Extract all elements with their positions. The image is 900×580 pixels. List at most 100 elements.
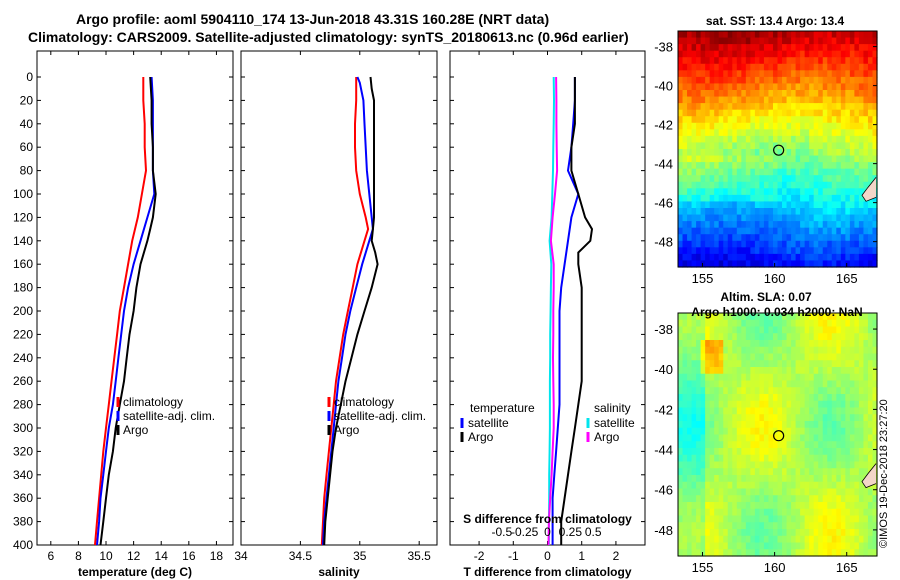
map-cell — [772, 214, 779, 222]
map-cell — [858, 201, 865, 209]
map-cell — [700, 122, 706, 130]
map-cell — [804, 90, 810, 98]
map-cell — [813, 434, 819, 442]
map-cell — [727, 214, 733, 222]
map-cell — [732, 129, 738, 137]
map-cell — [705, 44, 711, 52]
map-cell — [840, 168, 846, 176]
map-cell — [714, 529, 720, 537]
map-cell — [872, 522, 878, 530]
map-cell — [768, 57, 774, 65]
map-cell — [772, 194, 779, 203]
map-cell — [691, 175, 697, 183]
map-cell — [813, 313, 819, 321]
map-cell — [700, 434, 706, 442]
map-cell — [795, 253, 801, 262]
map-cell — [858, 116, 865, 124]
map-cell — [691, 522, 697, 530]
map-cell — [678, 394, 684, 402]
map-cell — [678, 535, 684, 544]
map-cell — [863, 168, 869, 176]
map-cell — [759, 142, 765, 150]
map-cell — [804, 260, 810, 268]
map-cell — [827, 63, 833, 71]
map-cell — [827, 155, 833, 163]
map-cell — [723, 260, 729, 268]
argo-location-marker — [773, 144, 785, 156]
map-cell — [827, 57, 833, 65]
map-cell — [709, 421, 715, 429]
map-cell — [795, 234, 801, 242]
map-x-tick-label: 165 — [836, 271, 858, 286]
legend-entry: Argo — [468, 430, 494, 444]
map-cell — [836, 333, 842, 341]
map-cell — [782, 188, 788, 196]
map-cell — [800, 454, 806, 463]
map-cell — [678, 31, 684, 39]
map-cell — [741, 90, 747, 98]
map-cell — [772, 181, 779, 189]
map-cell — [768, 488, 774, 496]
map-cell — [700, 508, 706, 517]
map-cell — [813, 129, 819, 137]
map-cell — [827, 76, 833, 85]
map-cell — [772, 434, 779, 442]
map-cell — [777, 96, 783, 104]
map-cell — [750, 535, 756, 544]
map-cell — [813, 387, 819, 395]
map-cell — [691, 549, 697, 557]
x-tick-label: 1 — [578, 549, 585, 563]
map-cell — [777, 421, 783, 429]
map-cell — [705, 313, 711, 321]
map-cell — [782, 387, 788, 395]
map-cell — [687, 394, 693, 402]
map-cell — [858, 103, 865, 111]
map-cell — [791, 387, 797, 395]
map-cell — [705, 37, 711, 45]
map-cell — [723, 394, 729, 402]
map-cell — [691, 508, 697, 517]
map-cell — [836, 214, 842, 222]
map-cell — [741, 129, 747, 137]
map-cell — [782, 481, 788, 490]
map-cell — [786, 57, 792, 65]
map-cell — [836, 529, 842, 537]
map-cell — [813, 367, 819, 375]
map-cell — [831, 448, 837, 456]
map-cell — [754, 155, 761, 163]
map-cell — [772, 44, 779, 52]
map-cell — [705, 427, 711, 436]
map-cell — [858, 549, 865, 557]
map-cell — [714, 253, 720, 262]
map-cell — [678, 475, 684, 483]
map-cell — [736, 319, 742, 328]
map-cell — [768, 90, 774, 98]
x-tick-label: 34 — [234, 549, 248, 563]
map-cell — [763, 142, 770, 150]
map-cell — [831, 116, 837, 124]
map-cell — [741, 253, 747, 262]
map-cell — [678, 542, 684, 550]
map-cell — [822, 400, 828, 409]
map-cell — [754, 44, 761, 52]
map-cell — [709, 63, 715, 71]
map-cell — [777, 188, 783, 196]
map-cell — [831, 214, 837, 222]
map-cell — [750, 234, 756, 242]
map-cell — [732, 468, 738, 476]
map-cell — [804, 103, 810, 111]
map-cell — [831, 194, 837, 203]
map-cell — [827, 515, 833, 523]
map-cell — [840, 373, 846, 382]
map-cell — [822, 394, 828, 402]
map-cell — [777, 353, 783, 361]
map-cell — [795, 387, 801, 395]
map-cell — [741, 421, 747, 429]
map-cell — [867, 495, 874, 503]
map-cell — [858, 387, 865, 395]
map-cell — [840, 208, 846, 216]
map-cell — [840, 346, 846, 355]
map-cell — [795, 441, 801, 449]
map-cell — [858, 373, 865, 382]
